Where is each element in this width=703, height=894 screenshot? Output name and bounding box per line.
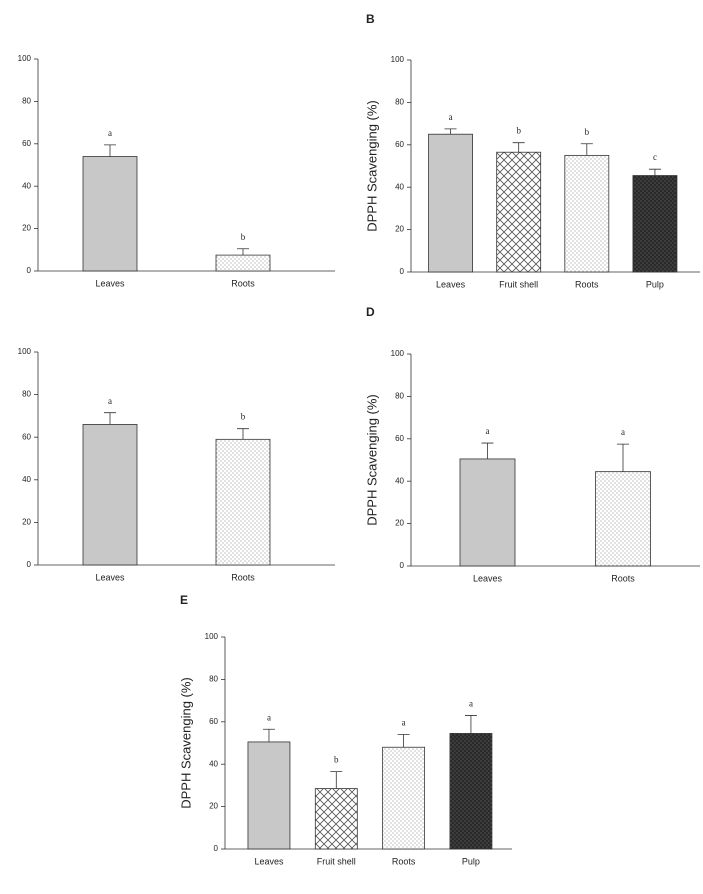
bar <box>247 741 291 850</box>
error-bar <box>512 142 525 153</box>
bar <box>459 458 516 567</box>
y-axis-label: DPPH Scavenging (%) <box>364 100 379 232</box>
y-tick-label: 0 <box>400 561 405 570</box>
error-bar <box>330 771 343 789</box>
significance-letter: b <box>241 412 246 422</box>
significance-letter: b <box>585 127 590 137</box>
y-tick-label: 20 <box>209 802 218 811</box>
y-axis-label: DPPH Scavenging (%) <box>364 394 379 526</box>
bar <box>449 733 493 850</box>
panel-label: E <box>180 593 188 607</box>
x-tick-label: Leaves <box>436 279 466 289</box>
significance-letter: a <box>108 128 112 138</box>
bar <box>428 133 473 273</box>
y-tick-label: 60 <box>209 717 218 726</box>
error-bar <box>237 428 249 440</box>
bar <box>595 471 651 567</box>
y-tick-label: 40 <box>22 475 31 484</box>
y-tick-label: 60 <box>395 434 404 443</box>
bar <box>496 151 542 273</box>
x-tick-label: Leaves <box>95 278 125 288</box>
significance-letter: a <box>267 712 271 722</box>
error-bar <box>648 168 661 176</box>
error-bar <box>262 728 275 742</box>
error-bar <box>104 144 116 157</box>
y-tick-label: 20 <box>22 518 31 527</box>
bar <box>82 156 138 272</box>
significance-letter: a <box>108 396 112 406</box>
y-tick-label: 80 <box>209 675 218 684</box>
panel-label: B <box>366 12 375 26</box>
y-tick-label: 0 <box>400 267 405 276</box>
x-tick-label: Fruit shell <box>317 856 356 866</box>
x-tick-label: Leaves <box>473 573 503 583</box>
x-tick-label: Roots <box>231 278 255 288</box>
y-tick-label: 20 <box>395 519 404 528</box>
y-tick-label: 100 <box>18 54 32 63</box>
error-bar <box>237 248 249 256</box>
y-tick-label: 40 <box>395 182 404 191</box>
x-tick-label: Pulp <box>646 279 664 289</box>
y-axis-label: DPPH Scavenging (%) <box>178 677 193 809</box>
bar <box>564 154 610 273</box>
y-tick-label: 100 <box>391 349 405 358</box>
error-bar <box>481 442 494 459</box>
bar <box>632 175 678 273</box>
bar <box>215 254 271 272</box>
y-tick-label: 100 <box>205 632 219 641</box>
x-tick-label: Roots <box>231 572 255 582</box>
x-tick-label: Roots <box>575 279 599 289</box>
x-tick-label: Fruit shell <box>499 279 538 289</box>
x-tick-label: Roots <box>611 573 635 583</box>
error-bar <box>444 128 457 135</box>
significance-letter: b <box>516 126 521 136</box>
y-tick-label: 80 <box>395 392 404 401</box>
y-tick-label: 40 <box>395 476 404 485</box>
y-tick-label: 80 <box>395 98 404 107</box>
x-tick-label: Pulp <box>462 856 480 866</box>
y-tick-label: 60 <box>22 432 31 441</box>
significance-letter: a <box>449 112 453 122</box>
y-tick-label: 100 <box>391 55 405 64</box>
bar <box>215 438 271 566</box>
significance-letter: a <box>402 718 406 728</box>
error-bar <box>617 443 629 472</box>
y-tick-label: 40 <box>22 181 31 190</box>
y-tick-label: 100 <box>18 347 32 356</box>
y-tick-label: 0 <box>214 844 219 853</box>
y-tick-label: 60 <box>395 140 404 149</box>
y-tick-label: 0 <box>27 266 32 275</box>
error-bar <box>464 715 477 734</box>
bar <box>82 424 138 566</box>
y-tick-label: 80 <box>22 390 31 399</box>
significance-letter: a <box>621 427 625 437</box>
y-tick-label: 80 <box>22 97 31 106</box>
error-bar <box>580 143 593 156</box>
bar <box>314 788 358 850</box>
significance-letter: b <box>241 232 246 242</box>
y-tick-label: 60 <box>22 139 31 148</box>
y-tick-label: 20 <box>22 224 31 233</box>
y-tick-label: 0 <box>27 560 32 569</box>
bar <box>382 746 426 850</box>
error-bar <box>104 412 116 425</box>
significance-letter: c <box>653 152 657 162</box>
y-tick-label: 20 <box>395 225 404 234</box>
panel-label: D <box>366 305 375 319</box>
significance-letter: a <box>486 426 490 436</box>
significance-letter: a <box>469 699 473 709</box>
y-tick-label: 40 <box>209 759 218 768</box>
x-tick-label: Leaves <box>254 856 284 866</box>
significance-letter: b <box>334 755 339 765</box>
x-tick-label: Leaves <box>95 572 125 582</box>
x-tick-label: Roots <box>392 856 416 866</box>
error-bar <box>397 734 410 748</box>
